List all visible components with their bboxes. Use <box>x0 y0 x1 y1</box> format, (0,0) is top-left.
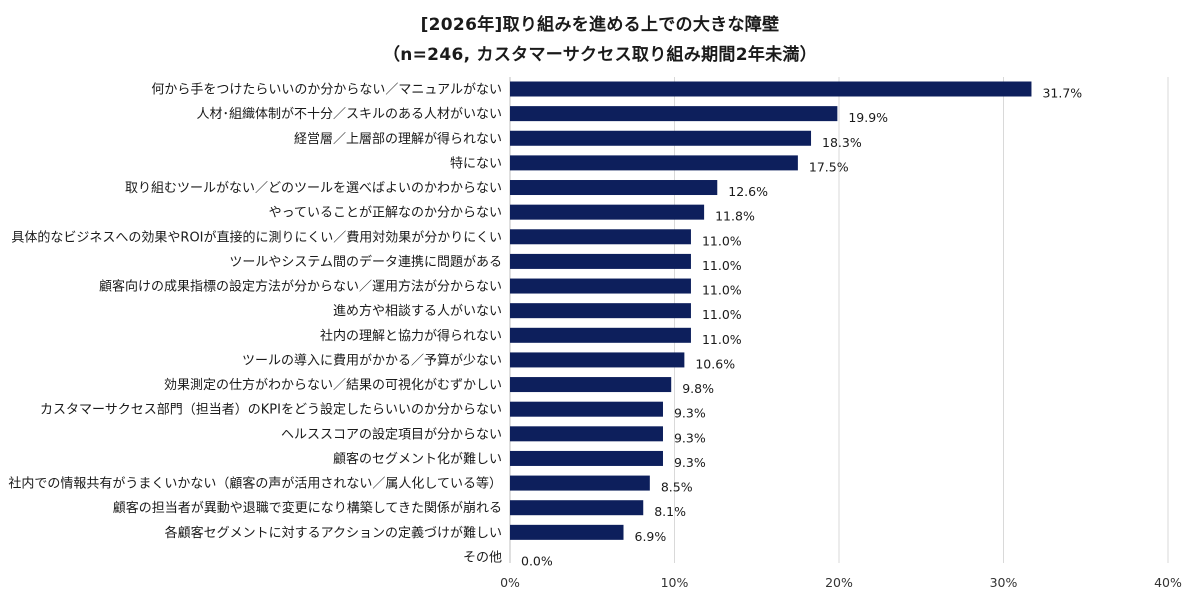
data-label: 11.0% <box>702 258 742 273</box>
category-label: 顧客の担当者が異動や退職で変更になり構築してきた関係が崩れる <box>113 500 502 516</box>
data-label: 9.3% <box>674 455 706 470</box>
bar <box>510 524 624 540</box>
bar <box>510 352 685 368</box>
category-label: 取り組むツールがない／どのツールを選べばよいのかわからない <box>125 181 502 196</box>
x-tick-label: 40% <box>1154 575 1182 590</box>
bar <box>510 401 663 417</box>
bar <box>510 278 691 294</box>
bar <box>510 450 663 466</box>
data-label: 31.7% <box>1042 86 1082 101</box>
category-label: 顧客向けの成果指標の設定方法が分からない／運用方法が分からない <box>99 279 502 295</box>
category-label: 効果測定の仕方がわからない／結果の可視化がむずかしい <box>164 377 502 393</box>
data-label: 11.0% <box>702 307 742 322</box>
category-label: 経営層／上層部の理解が得られない <box>294 131 502 147</box>
bar <box>510 303 691 319</box>
data-label: 8.5% <box>661 480 693 495</box>
category-label: ヘルススコアの設定項目が分からない <box>281 426 502 442</box>
data-label: 11.0% <box>702 332 742 347</box>
category-label: その他 <box>463 550 502 565</box>
chart-title: [2026年]取り組みを進める上での大きな障壁 <box>420 15 780 35</box>
x-tick-label: 30% <box>990 575 1018 590</box>
bar <box>510 500 644 516</box>
category-label: ツールやシステム間のデータ連携に問題がある <box>229 254 502 270</box>
bar <box>510 81 1032 97</box>
chart-subtitle: （n=246, カスタマーサクセス取り組み期間2年未満） <box>382 45 818 65</box>
bar <box>510 180 718 196</box>
data-label: 17.5% <box>809 159 849 174</box>
category-label: 特にない <box>450 156 502 171</box>
data-label: 19.9% <box>848 110 888 125</box>
category-label: 各顧客セグメントに対するアクションの定義づけが難しい <box>165 525 502 541</box>
data-label: 11.0% <box>702 283 742 298</box>
data-label: 10.6% <box>695 356 735 371</box>
category-label: 社内での情報共有がうまくいかない（顧客の声が活用されない／属人化している等） <box>8 476 502 492</box>
data-label: 6.9% <box>635 529 667 544</box>
data-label: 11.0% <box>702 233 742 248</box>
category-label: ツールの導入に費用がかかる／予算が少ない <box>242 353 502 368</box>
data-label: 18.3% <box>822 135 862 150</box>
bar <box>510 106 838 122</box>
category-label: カスタマーサクセス部門（担当者）のKPIをどう設定したらいいのか分からない <box>40 402 502 418</box>
bar <box>510 130 812 146</box>
x-tick-label: 0% <box>500 575 520 590</box>
data-label: 11.8% <box>715 209 755 224</box>
category-label: 人材･組織体制が不十分／スキルのある人材がいない <box>196 107 502 122</box>
bar <box>510 204 705 220</box>
data-label: 12.6% <box>728 184 768 199</box>
category-label: 何から手をつけたらいいのか分からない／マニュアルがない <box>151 82 502 98</box>
x-tick-label: 10% <box>661 575 689 590</box>
data-label: 9.8% <box>682 381 714 396</box>
bar <box>510 327 691 343</box>
category-label: 社内の理解と協力が得られない <box>320 328 502 344</box>
bar <box>510 377 672 393</box>
category-label: 具体的なビジネスへの効果やROIが直接的に測りにくい／費用対効果が分かりにくい <box>11 229 502 245</box>
data-label: 8.1% <box>654 504 686 519</box>
category-label: やっていることが正解なのか分からない <box>269 206 502 221</box>
bar <box>510 475 650 491</box>
data-label: 9.3% <box>674 406 706 421</box>
bar <box>510 426 663 442</box>
bar <box>510 229 691 245</box>
bar <box>510 155 798 171</box>
data-label: 9.3% <box>674 430 706 445</box>
bar <box>510 253 691 269</box>
data-label: 0.0% <box>521 553 553 568</box>
category-label: 進め方や相談する人がいない <box>333 303 502 319</box>
x-tick-label: 20% <box>825 575 853 590</box>
category-label: 顧客のセグメント化が難しい <box>333 451 502 467</box>
